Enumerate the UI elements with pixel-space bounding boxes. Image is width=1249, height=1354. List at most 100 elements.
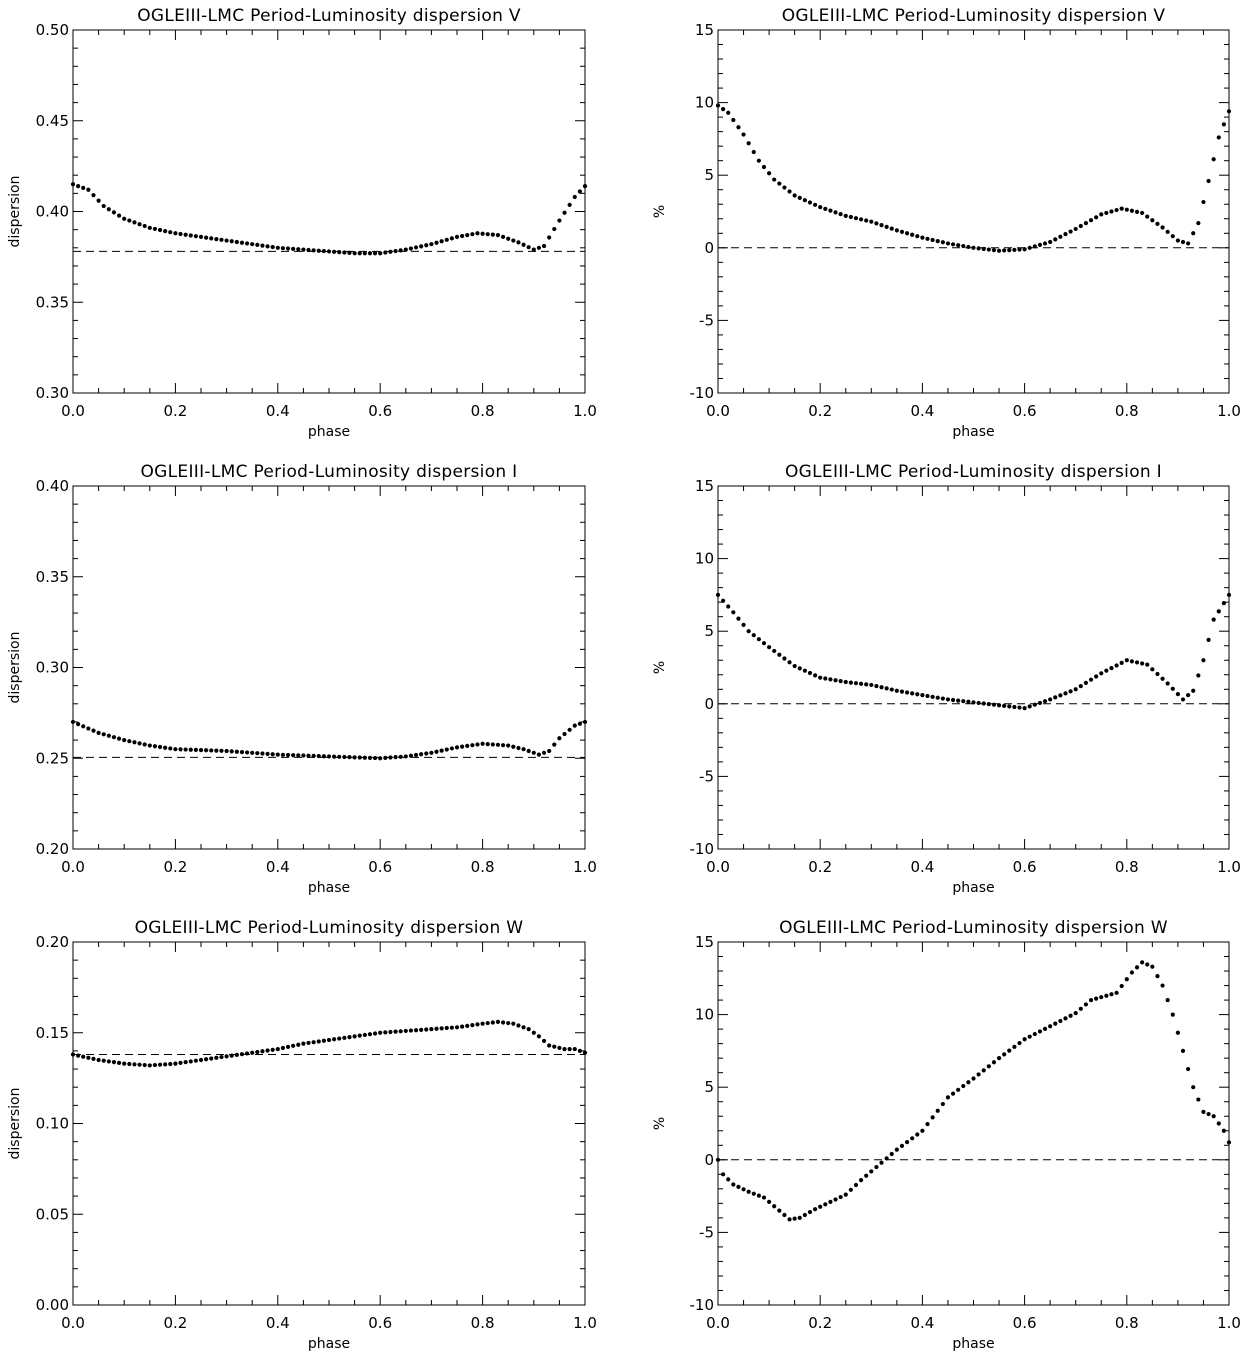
data-point xyxy=(296,753,301,758)
data-point xyxy=(239,749,245,755)
data-point xyxy=(526,1027,531,1032)
data-point xyxy=(132,1062,137,1067)
data-point xyxy=(930,1115,935,1120)
data-point xyxy=(204,748,209,753)
y-tick-label: -10 xyxy=(690,1296,715,1314)
data-point xyxy=(981,1068,986,1073)
data-point xyxy=(1073,226,1078,232)
data-point xyxy=(219,1054,224,1060)
data-point xyxy=(76,1053,81,1058)
data-point xyxy=(408,1028,414,1033)
data-point xyxy=(516,240,521,245)
data-point xyxy=(1048,239,1053,245)
data-point xyxy=(1037,700,1043,706)
x-tick-label: 0.2 xyxy=(163,1314,187,1332)
x-tick-label: 0.0 xyxy=(706,402,730,420)
data-point xyxy=(884,224,889,229)
data-point xyxy=(956,698,961,703)
data-point xyxy=(721,598,726,603)
data-point xyxy=(777,181,782,186)
data-point xyxy=(991,248,997,253)
data-point xyxy=(869,1169,874,1174)
data-point xyxy=(265,1048,270,1053)
data-point xyxy=(910,1136,915,1141)
data-point xyxy=(935,239,940,244)
data-point xyxy=(111,735,117,740)
data-point xyxy=(1109,665,1114,671)
data-point xyxy=(439,748,444,753)
data-point xyxy=(1155,974,1160,979)
data-point xyxy=(163,745,168,750)
y-tick-label: 0.45 xyxy=(36,112,69,130)
y-tick-label: -5 xyxy=(699,767,714,785)
data-point xyxy=(1048,1024,1053,1029)
x-tick-label: 0.4 xyxy=(910,1314,934,1332)
data-point xyxy=(465,232,470,238)
data-point xyxy=(275,1046,280,1052)
data-point xyxy=(945,1095,951,1100)
data-point xyxy=(1145,214,1150,219)
data-point xyxy=(198,747,204,753)
data-point xyxy=(807,1209,813,1215)
data-point xyxy=(204,1057,209,1062)
data-point xyxy=(291,1043,296,1048)
data-point xyxy=(777,652,782,657)
data-point xyxy=(572,1046,577,1052)
data-point xyxy=(940,240,945,245)
data-point xyxy=(828,677,833,682)
data-point xyxy=(991,1060,997,1065)
data-point xyxy=(935,1108,940,1113)
data-point xyxy=(991,702,997,707)
data-point xyxy=(582,719,588,725)
data-point xyxy=(950,1091,956,1096)
data-point xyxy=(1012,1044,1017,1049)
data-point xyxy=(1037,1029,1043,1034)
data-point xyxy=(91,728,96,733)
y-tick-label: 0 xyxy=(704,239,714,257)
data-point xyxy=(521,242,526,247)
data-point xyxy=(152,744,158,749)
data-point xyxy=(101,203,106,209)
data-point xyxy=(572,194,577,200)
data-point xyxy=(904,231,910,236)
x-tick-label: 1.0 xyxy=(1217,402,1241,420)
y-tick-label: 0.00 xyxy=(36,1296,69,1314)
data-point xyxy=(981,701,986,706)
data-point xyxy=(96,198,101,203)
data-point xyxy=(552,226,557,232)
data-point xyxy=(337,1036,342,1041)
data-point xyxy=(782,185,787,190)
data-point xyxy=(495,232,501,238)
data-point xyxy=(894,228,899,233)
data-point xyxy=(244,750,250,755)
data-point xyxy=(802,198,807,203)
data-point xyxy=(460,233,465,239)
data-point xyxy=(326,754,332,759)
data-point xyxy=(224,238,229,243)
x-tick-label: 1.0 xyxy=(573,402,597,420)
panel-i-percent: OGLEIII-LMC Period-Luminosity dispersion… xyxy=(652,462,1241,896)
data-point xyxy=(1129,970,1135,975)
y-axis-label: dispersion xyxy=(7,1088,23,1160)
data-point xyxy=(1007,704,1012,709)
data-point xyxy=(756,1193,761,1198)
data-point xyxy=(1160,225,1165,230)
data-point xyxy=(547,235,552,240)
data-point xyxy=(879,1160,884,1165)
data-point xyxy=(291,753,296,758)
data-point xyxy=(726,1177,731,1182)
data-point xyxy=(239,240,245,245)
data-point xyxy=(429,750,434,755)
data-point xyxy=(1186,692,1191,698)
data-point xyxy=(715,1157,721,1162)
data-point xyxy=(460,1024,465,1029)
data-point xyxy=(270,244,275,250)
data-point xyxy=(321,1038,326,1043)
data-point xyxy=(250,1050,255,1055)
data-point xyxy=(332,754,337,759)
data-point xyxy=(736,616,741,621)
data-point xyxy=(577,189,582,194)
x-tick-label: 0.6 xyxy=(368,1314,392,1332)
data-point xyxy=(1094,674,1099,679)
